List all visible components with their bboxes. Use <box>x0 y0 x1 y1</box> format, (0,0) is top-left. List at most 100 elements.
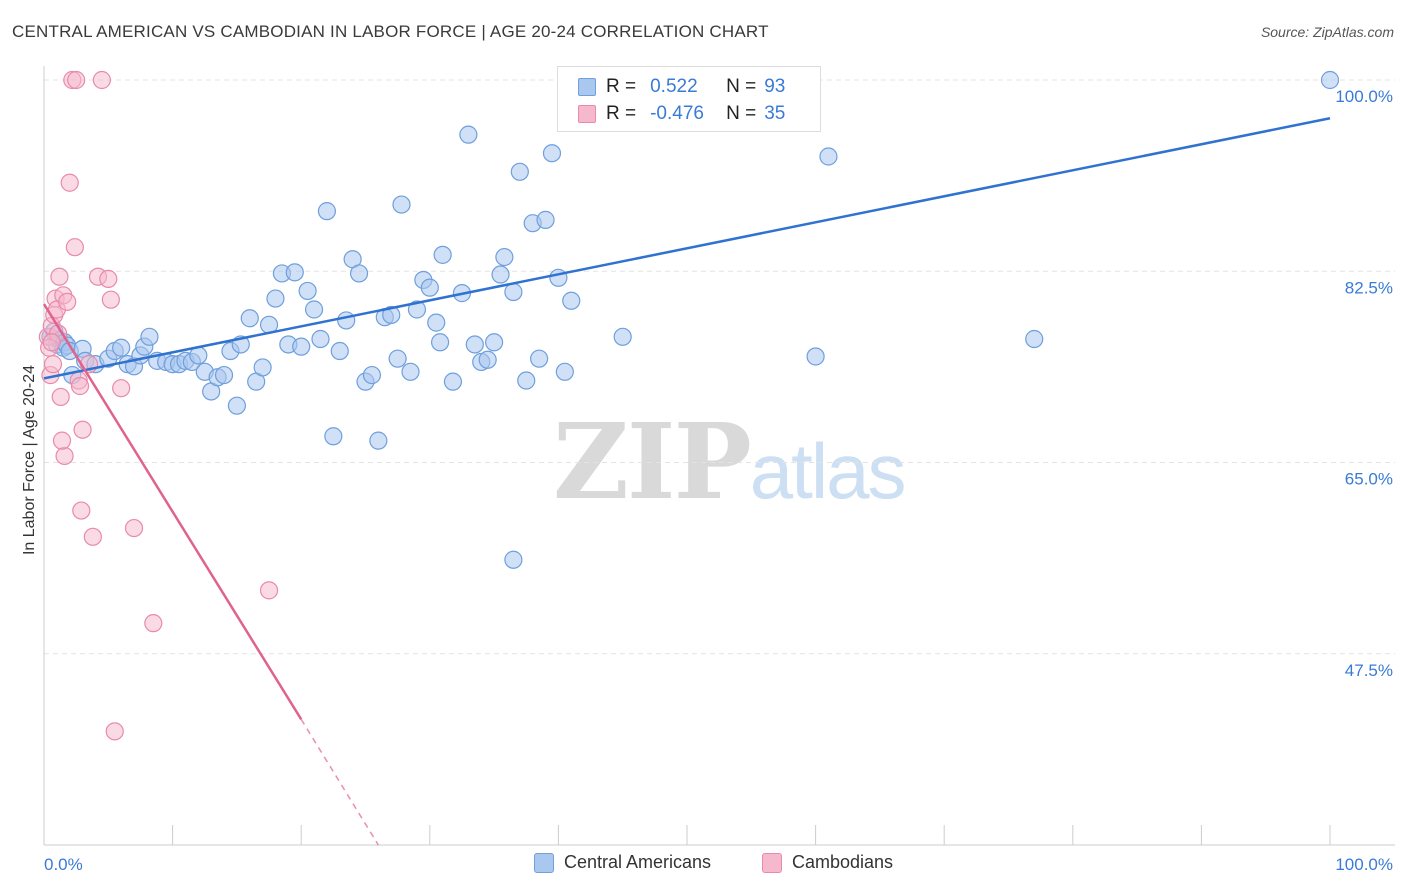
data-point-central-americans <box>285 263 304 282</box>
data-point-central-americans <box>504 282 523 302</box>
data-point-cambodians <box>101 290 120 309</box>
n-label: N = <box>726 76 757 97</box>
data-point-cambodians <box>51 387 70 407</box>
legend-label: Cambodians <box>792 852 894 872</box>
y-tick-label: 100.0% <box>1335 87 1393 106</box>
data-point-cambodians <box>60 173 79 192</box>
cambodians-points <box>38 70 279 741</box>
data-point-central-americans <box>298 281 317 301</box>
data-point-central-americans <box>495 247 514 267</box>
x-tick-label: 100.0% <box>1335 855 1393 874</box>
blue-swatch <box>534 852 554 873</box>
data-point-cambodians <box>92 70 111 90</box>
data-point-central-americans <box>214 365 234 385</box>
source-label: Source: ZipAtlas.com <box>1260 24 1394 40</box>
data-point-central-americans <box>324 427 343 446</box>
data-point-cambodians <box>144 614 163 633</box>
data-point-central-americans <box>330 341 349 361</box>
data-point-central-americans <box>613 327 632 346</box>
data-point-cambodians <box>73 420 92 439</box>
data-point-cambodians <box>124 518 144 538</box>
data-point-central-americans <box>517 371 536 390</box>
legend-label: Central Americans <box>564 852 712 872</box>
data-point-central-americans <box>362 365 382 385</box>
data-point-cambodians <box>72 501 91 520</box>
data-point-central-americans <box>806 347 825 366</box>
legend-item-central-americans: Central Americans <box>534 852 711 873</box>
watermark-zip: ZIP <box>553 400 752 523</box>
y-tick-label: 47.5% <box>1345 661 1393 680</box>
data-point-central-americans <box>337 311 356 330</box>
data-point-central-americans <box>317 202 337 221</box>
data-point-central-americans <box>311 329 330 349</box>
data-point-cambodians <box>83 527 102 546</box>
r-value: 0.522 <box>650 76 698 97</box>
y-axis-label: In Labor Force | Age 20-24 <box>21 364 38 556</box>
n-label: N = <box>726 103 757 124</box>
data-point-central-americans <box>382 305 401 325</box>
data-point-central-americans <box>427 313 446 332</box>
data-point-central-americans <box>420 278 439 297</box>
data-point-central-americans <box>349 264 369 283</box>
n-value: 93 <box>764 76 786 97</box>
data-point-central-americans <box>433 245 452 264</box>
data-point-central-americans <box>536 210 555 229</box>
data-point-central-americans <box>266 289 285 308</box>
x-tick-label: 0.0% <box>44 855 83 874</box>
y-tick-label: 65.0% <box>1345 470 1393 489</box>
data-point-central-americans <box>369 431 388 450</box>
data-point-cambodians <box>105 722 124 741</box>
data-point-central-americans <box>478 350 497 369</box>
tick-labels: 47.5% 65.0% 82.5% 100.0% 0.0% 100.0% <box>44 87 1393 874</box>
r-label: R = <box>606 103 637 124</box>
blue-swatch <box>578 78 596 96</box>
chart-title: CENTRAL AMERICAN VS CAMBODIAN IN LABOR F… <box>12 22 769 41</box>
n-value: 35 <box>764 103 786 124</box>
series-legend: Central Americans Cambodians <box>0 852 1406 878</box>
data-point-cambodians <box>43 355 63 374</box>
y-tick-label: 82.5% <box>1345 278 1393 297</box>
correlation-legend: R = 0.522 N = 93 R = -0.476 N = 35 <box>557 66 821 132</box>
data-point-central-americans <box>530 349 549 368</box>
data-point-central-americans <box>555 362 574 381</box>
data-point-central-americans <box>819 147 838 166</box>
legend-row-cambodians: R = -0.476 N = 35 <box>578 103 785 125</box>
data-point-central-americans <box>542 144 562 163</box>
data-point-central-americans <box>407 300 427 319</box>
data-point-central-americans <box>227 396 246 415</box>
data-point-central-americans <box>1320 70 1340 90</box>
watermark-atlas: atlas <box>749 427 907 515</box>
data-point-central-americans <box>240 309 259 328</box>
data-point-central-americans <box>112 338 131 357</box>
central-americans-points <box>41 70 1340 569</box>
data-point-central-americans <box>304 300 324 319</box>
data-point-central-americans <box>253 358 272 377</box>
data-point-central-americans <box>392 195 411 214</box>
data-point-cambodians <box>65 238 84 257</box>
data-point-cambodians <box>99 269 118 288</box>
data-point-cambodians <box>67 70 86 90</box>
grid-lines <box>44 79 1395 655</box>
pink-swatch <box>578 105 596 123</box>
pink-swatch <box>762 852 782 873</box>
data-point-central-americans <box>401 362 420 381</box>
data-point-central-americans <box>510 162 529 181</box>
data-point-central-americans <box>485 333 504 352</box>
data-point-cambodians <box>52 431 72 450</box>
legend-item-cambodians: Cambodians <box>762 852 893 873</box>
data-point-central-americans <box>459 125 478 144</box>
data-point-cambodians <box>70 376 90 396</box>
data-point-central-americans <box>1025 329 1044 349</box>
data-point-central-americans <box>388 349 407 368</box>
trend-line-cambodians-extension <box>300 718 379 846</box>
data-point-cambodians <box>112 379 131 398</box>
r-label: R = <box>606 76 637 97</box>
data-point-central-americans <box>491 265 510 284</box>
watermark: ZIPatlas <box>553 400 907 523</box>
data-point-central-americans <box>562 291 581 310</box>
data-point-central-americans <box>443 372 463 391</box>
data-point-cambodians <box>55 446 74 466</box>
data-point-cambodians <box>58 292 77 311</box>
trend-lines <box>42 117 1331 846</box>
